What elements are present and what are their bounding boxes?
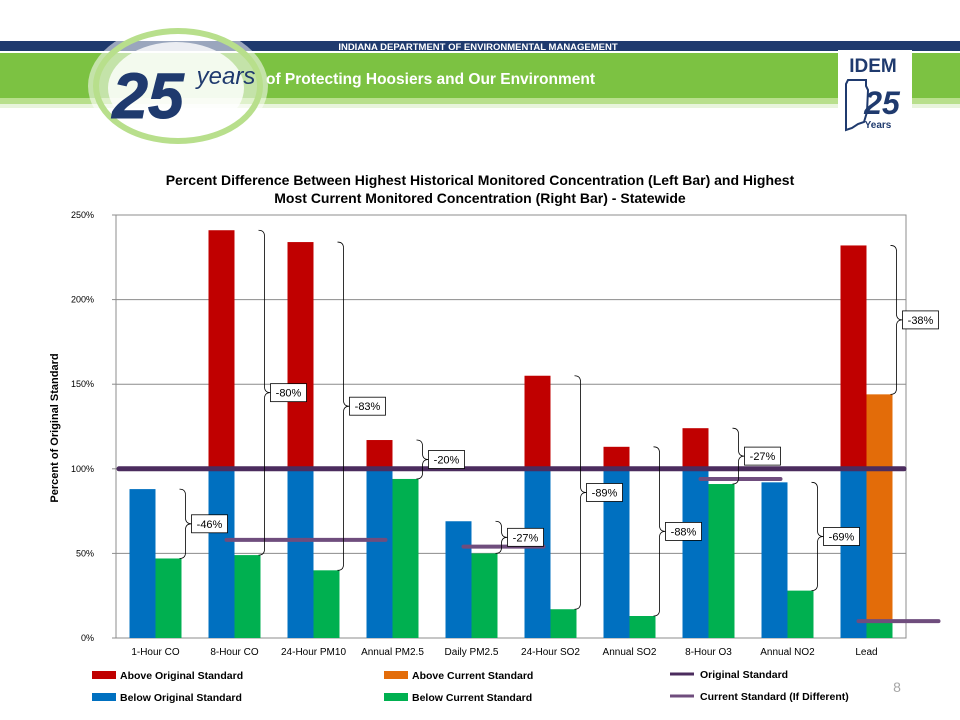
difference-label: -69%	[829, 531, 855, 543]
historical-bar-above	[524, 375, 551, 469]
banner-top-stripe	[0, 41, 960, 51]
x-tick-label: Lead	[855, 647, 877, 658]
current-bar-below	[550, 609, 577, 638]
y-tick-label: 0%	[81, 633, 94, 643]
bar-chart: Percent Difference Between Highest Histo…	[49, 172, 941, 704]
x-tick-label: Daily PM2.5	[445, 647, 499, 658]
historical-bar-above	[603, 446, 630, 469]
y-tick-label: 200%	[71, 295, 94, 305]
difference-label: -20%	[434, 454, 460, 466]
difference-label: -83%	[355, 401, 381, 413]
historical-bar-below	[840, 468, 867, 638]
difference-label: -88%	[671, 526, 697, 538]
difference-label-box	[586, 483, 623, 502]
x-tick-label: Annual SO2	[603, 647, 657, 658]
legend-label: Below Original Standard	[120, 692, 242, 704]
current-bar-below	[629, 616, 656, 638]
legend-swatch	[92, 671, 116, 679]
x-tick-label: Annual PM2.5	[361, 647, 424, 658]
current-bar-below	[866, 621, 893, 638]
historical-bar-below	[129, 489, 156, 638]
x-tick-label: 8-Hour CO	[210, 647, 259, 658]
banner: INDIANA DEPARTMENT OF ENVIRONMENTAL MANA…	[0, 24, 960, 154]
legend-swatch	[384, 693, 408, 701]
x-tick-label: Annual NO2	[760, 647, 815, 658]
legend-label: Original Standard	[700, 669, 788, 681]
idem-logo: IDEM 25 Years	[838, 50, 912, 154]
current-bar-below	[313, 570, 340, 638]
difference-label-box	[823, 527, 860, 546]
banner-light-band	[0, 98, 960, 104]
anniversary-word: years	[195, 63, 256, 90]
chart-title-line2: Most Current Monitored Concentration (Ri…	[274, 190, 686, 206]
historical-bar-below	[208, 468, 235, 638]
difference-label: -27%	[513, 532, 539, 544]
x-tick-label: 8-Hour O3	[685, 647, 732, 658]
chart-title-line1: Percent Difference Between Highest Histo…	[166, 172, 795, 188]
department-name: INDIANA DEPARTMENT OF ENVIRONMENTAL MANA…	[338, 42, 618, 53]
difference-label-box	[507, 527, 544, 547]
banner-white-strip	[0, 104, 960, 108]
difference-label-box	[270, 383, 307, 403]
historical-bar-below	[445, 521, 472, 638]
difference-label: -27%	[750, 451, 776, 463]
historical-bar-above	[682, 428, 709, 469]
historical-bar-above	[366, 440, 393, 469]
current-bar-above	[866, 394, 893, 622]
y-axis-label: Percent of Original Standard	[49, 353, 61, 502]
logo-word: Years	[865, 120, 892, 131]
legend-swatch	[384, 671, 408, 679]
x-tick-label: 1-Hour CO	[131, 647, 180, 658]
current-bar-below	[392, 478, 419, 638]
plot-area: 0% 50% 100% 150% 200% 250% 1-Hour CO 8-Hour CO 2…	[71, 210, 941, 704]
y-tick-label: 250%	[71, 210, 94, 220]
legend-swatch	[92, 693, 116, 701]
historical-bar-below	[287, 468, 314, 638]
x-tick-label: 24-Hour PM10	[281, 647, 346, 658]
historical-bar-above	[208, 230, 235, 469]
page-number: 8	[893, 679, 901, 695]
logo-abbrev: IDEM	[849, 56, 897, 77]
historical-bar-below	[366, 468, 393, 638]
difference-label-box	[349, 396, 386, 416]
y-tick-label: 150%	[71, 379, 94, 389]
current-bar-below	[787, 590, 814, 638]
indiana-state-icon	[845, 79, 870, 132]
legend-label: Above Current Standard	[412, 670, 533, 682]
legend-label: Above Original Standard	[120, 670, 243, 682]
historical-bar-below	[524, 468, 551, 638]
difference-label-box	[665, 522, 702, 541]
historical-bar-above	[287, 242, 314, 469]
current-bar-below	[234, 555, 261, 638]
difference-label-box	[428, 450, 465, 469]
difference-label-box	[191, 514, 228, 534]
x-tick-label: 24-Hour SO2	[521, 647, 580, 658]
current-bar-below	[708, 484, 735, 638]
difference-label: -89%	[592, 487, 618, 499]
current-bar-below	[471, 553, 498, 638]
difference-label: -80%	[276, 388, 302, 400]
historical-bar-below	[682, 468, 709, 638]
anniversary-number: 25	[111, 60, 185, 132]
y-tick-label: 50%	[76, 548, 94, 558]
difference-label: -38%	[908, 315, 934, 327]
anniversary-logo: 25 years	[88, 24, 268, 148]
difference-label: -46%	[197, 519, 223, 531]
current-bar-below	[155, 558, 182, 638]
logo-number: 25	[863, 85, 901, 121]
difference-label-box	[744, 446, 781, 466]
historical-bar-above	[840, 245, 867, 469]
legend-label: Below Current Standard	[412, 692, 532, 704]
difference-label-box	[902, 310, 939, 330]
legend-label: Current Standard (If Different)	[700, 691, 849, 703]
historical-bar-below	[761, 482, 788, 638]
y-tick-label: 100%	[71, 464, 94, 474]
tagline: of Protecting Hoosiers and Our Environme…	[266, 71, 595, 88]
